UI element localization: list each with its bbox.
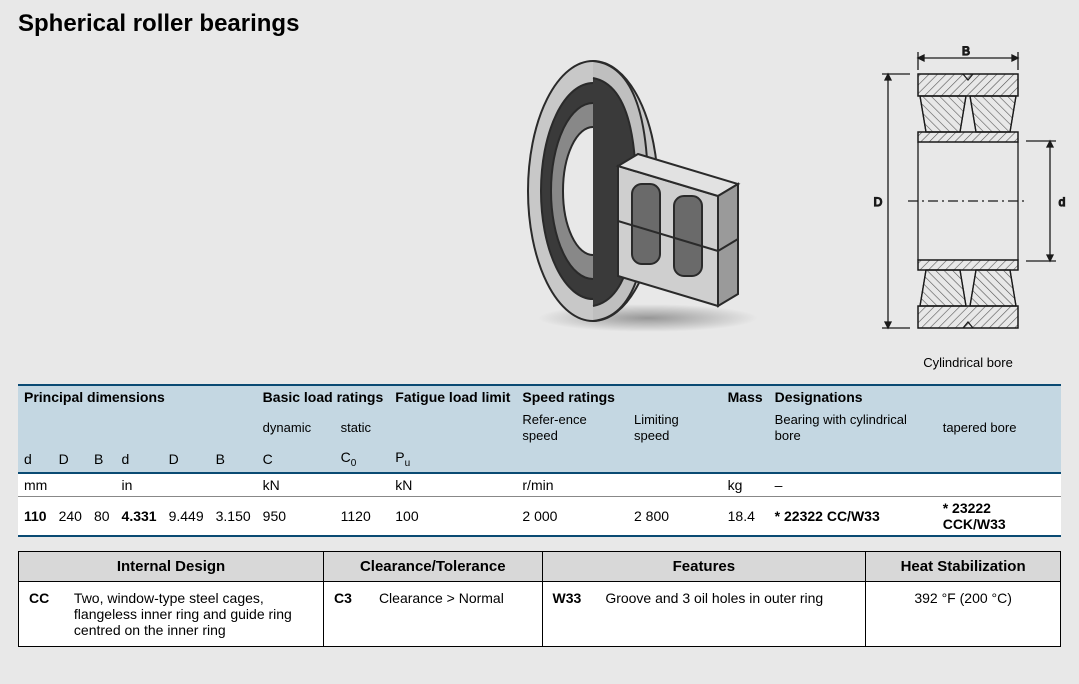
features-desc: Groove and 3 oil holes in outer ring (595, 581, 865, 646)
refspeed-sublabel: Refer-ence speed (522, 412, 586, 443)
val-D-mm: 240 (53, 496, 88, 536)
limspeed-sublabel: Limiting speed (634, 412, 679, 443)
internal-desc: Two, window-type steel cages, flangeless… (64, 581, 324, 646)
col-Pu: Pu (389, 446, 516, 473)
unit-mm: mm (18, 473, 116, 497)
val-d-mm: 110 (18, 496, 53, 536)
unit-kN-fatigue: kN (389, 473, 516, 497)
table-row: 110 240 80 4.331 9.449 3.150 950 1120 10… (18, 496, 1061, 536)
col-D-in: D (163, 446, 210, 473)
val-C0: 1120 (335, 496, 390, 536)
val-desig-cyl: * 22322 CC/W33 (769, 496, 937, 536)
heat-header: Heat Stabilization (866, 551, 1061, 581)
val-desig-tap: * 23222 CCK/W33 (937, 496, 1061, 536)
col-D: D (53, 446, 88, 473)
mass-header: Mass (728, 389, 763, 405)
features-header: Features (542, 551, 866, 581)
load-header: Basic load ratings (263, 389, 384, 405)
val-B-mm: 80 (88, 496, 116, 536)
val-Pu: 100 (389, 496, 516, 536)
cylbore-sublabel: Bearing with cylindrical bore (775, 412, 907, 443)
col-C: C (257, 446, 335, 473)
unit-kg: kg (722, 473, 769, 497)
internal-code: CC (19, 581, 64, 646)
unit-dash: – (769, 473, 1061, 497)
svg-text:D: D (874, 195, 883, 209)
schematic-drawing: B D d (838, 46, 1079, 370)
speed-header: Speed ratings (522, 389, 615, 405)
clearance-code: C3 (324, 581, 369, 646)
col-C0: C0 (335, 446, 390, 473)
heat-value: 392 °F (200 °C) (866, 581, 1061, 646)
svg-text:B: B (962, 46, 970, 58)
col-d-in: d (116, 446, 163, 473)
features-code: W33 (542, 581, 595, 646)
bearing-3d-illustration (448, 46, 808, 341)
val-B-in: 3.150 (210, 496, 257, 536)
static-sublabel: static (341, 420, 371, 435)
svg-text:d: d (1059, 195, 1066, 209)
unit-in: in (116, 473, 257, 497)
col-d: d (18, 446, 53, 473)
unit-rmin: r/min (516, 473, 721, 497)
unit-kN-load: kN (257, 473, 390, 497)
tapbore-sublabel: tapered bore (943, 420, 1017, 435)
principal-table: Principal dimensions Basic load ratings … (18, 384, 1061, 537)
internal-design-header: Internal Design (19, 551, 324, 581)
val-d-in: 4.331 (116, 496, 163, 536)
schematic-caption: Cylindrical bore (838, 355, 1079, 370)
dynamic-sublabel: dynamic (263, 420, 311, 435)
clearance-desc: Clearance > Normal (369, 581, 542, 646)
fatigue-header: Fatigue load limit (395, 389, 510, 405)
val-C: 950 (257, 496, 335, 536)
col-B-in: B (210, 446, 257, 473)
dimensions-header: Principal dimensions (24, 389, 165, 405)
val-limspeed: 2 800 (628, 496, 722, 536)
designations-header: Designations (775, 389, 863, 405)
page-title: Spherical roller bearings (18, 10, 1061, 38)
val-refspeed: 2 000 (516, 496, 628, 536)
val-mass: 18.4 (722, 496, 769, 536)
details-table: Internal Design Clearance/Tolerance Feat… (18, 551, 1061, 647)
clearance-header: Clearance/Tolerance (324, 551, 542, 581)
hero-row: B D d (18, 46, 1061, 370)
val-D-in: 9.449 (163, 496, 210, 536)
col-B: B (88, 446, 116, 473)
